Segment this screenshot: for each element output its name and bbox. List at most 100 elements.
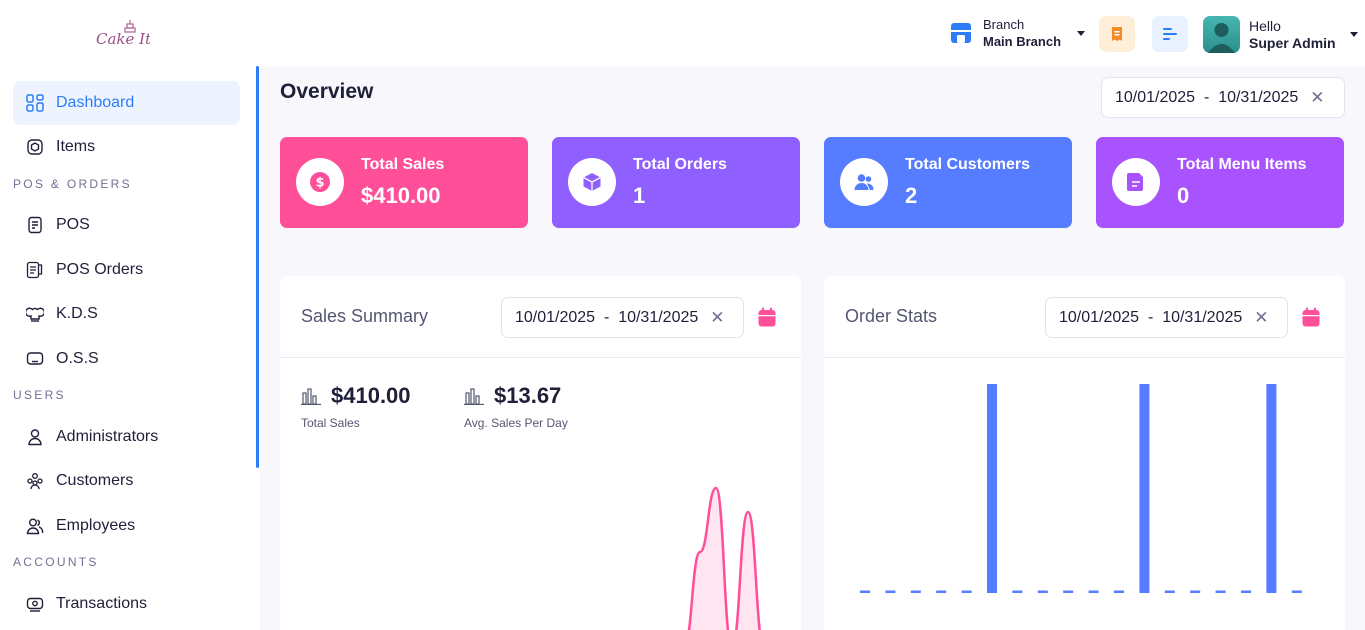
order-bar (1215, 590, 1226, 593)
stat-value: 0 (1177, 183, 1190, 208)
sidebar-item-label: Employees (56, 517, 136, 534)
svg-text:$: $ (315, 176, 324, 191)
date-range-text: 10/01/2025 - 10/31/2025 (1115, 88, 1299, 106)
employees-icon (26, 517, 44, 535)
order-bar (1266, 384, 1277, 593)
sidebar-item-administrators[interactable]: Administrators (13, 415, 240, 459)
close-icon[interactable]: ✕ (710, 307, 725, 327)
stat-label: Total Menu Items (1177, 156, 1307, 173)
order-bar (1164, 590, 1175, 593)
sidebar-item-transactions[interactable]: Transactions (13, 582, 240, 626)
sidebar-item-oss[interactable]: O.S.S (13, 337, 240, 381)
page-title: Overview (280, 80, 374, 103)
logo-text: Cake It (96, 30, 150, 48)
menu-toggle-button[interactable] (1152, 16, 1188, 52)
date-range-text: 10/01/2025 - 10/31/2025 (515, 308, 699, 326)
stat-value: 2 (905, 183, 918, 208)
sales-date-range-input[interactable]: 10/01/2025 - 10/31/2025 ✕ (501, 297, 744, 338)
close-icon[interactable]: ✕ (1310, 87, 1325, 107)
chevron-down-icon (1349, 32, 1358, 37)
cake-it-logo[interactable]: Cake It (94, 18, 150, 52)
sidebar-item-pos[interactable]: POS (13, 203, 240, 247)
sidebar-item-items[interactable]: Items (13, 125, 240, 169)
order-bar (885, 590, 896, 593)
stat-value: $410.00 (361, 183, 441, 208)
card-title: Sales Summary (301, 306, 429, 326)
order-bar (1241, 590, 1251, 593)
receipt-icon (26, 216, 44, 234)
sidebar-item-dashboard[interactable]: Dashboard (13, 81, 240, 125)
receipt-button[interactable] (1099, 16, 1135, 52)
orders-date-range-input[interactable]: 10/01/2025 - 10/31/2025 ✕ (1045, 297, 1288, 338)
sidebar-scrollbar[interactable] (256, 66, 259, 468)
sidebar-item-pos-orders[interactable]: POS Orders (13, 248, 240, 292)
top-header: Cake It Branch Main Branch (0, 0, 1365, 66)
order-bar (1190, 590, 1201, 593)
dollar-icon: $ (296, 158, 344, 206)
stat-label: Total Customers (905, 156, 1031, 173)
stat-card-total-orders: Total Orders 1 (552, 137, 800, 228)
sidebar-item-label: Transactions (56, 595, 147, 612)
sidebar-item-label: O.S.S (56, 350, 99, 367)
sidebar-item-label: K.D.S (56, 305, 98, 322)
store-icon (951, 23, 971, 43)
sidebar-item-label: Items (56, 138, 96, 155)
branch-label: Branch (983, 17, 1025, 32)
sidebar-item-employees[interactable]: Employees (13, 504, 240, 548)
stat-card-total-menu-items: Total Menu Items 0 (1096, 137, 1344, 228)
chevron-down-icon (1077, 30, 1086, 36)
order-bar (1114, 590, 1124, 593)
sidebar-item-label: POS (56, 216, 90, 233)
order-bar (1012, 590, 1023, 593)
document-icon (1112, 158, 1160, 206)
user-icon (26, 428, 44, 446)
total-sales-value: $410.00 (331, 383, 411, 408)
sidebar-item-label: Customers (56, 472, 134, 489)
sidebar-item-customers[interactable]: Customers (13, 459, 240, 503)
align-left-icon (1163, 28, 1177, 40)
bar-chart-icon (301, 387, 321, 405)
order-bar (1139, 384, 1150, 593)
overview-date-range-input[interactable]: 10/01/2025 - 10/31/2025 ✕ (1101, 77, 1345, 118)
sidebar-item-kds[interactable]: K.D.S (13, 292, 240, 336)
order-bar (1037, 590, 1048, 593)
money-icon (26, 595, 44, 613)
total-sales-label: Total Sales (301, 416, 360, 430)
sales-area-fill (689, 488, 760, 630)
card-header: Sales Summary 10/01/2025 - 10/31/2025 ✕ (280, 276, 801, 358)
order-bar-chart (860, 384, 1302, 593)
avg-sales-value: $13.67 (494, 383, 562, 408)
order-bar (1063, 590, 1074, 593)
calendar-icon[interactable] (758, 307, 776, 327)
date-range-text: 10/01/2025 - 10/31/2025 (1059, 308, 1243, 326)
metric-total-sales: $410.00 Total Sales (301, 383, 411, 430)
users-icon (840, 158, 888, 206)
card-header: Order Stats 10/01/2025 - 10/31/2025 ✕ (824, 276, 1345, 358)
stat-card-total-sales: $ Total Sales $410.00 (280, 137, 528, 228)
stat-label: Total Sales (361, 156, 445, 173)
receipt-icon (1112, 27, 1122, 41)
order-bar (860, 590, 870, 593)
avg-sales-label: Avg. Sales Per Day (464, 416, 568, 430)
orders-icon (26, 261, 44, 279)
branch-name: Main Branch (983, 34, 1062, 49)
metric-avg-sales: $13.67 Avg. Sales Per Day (464, 383, 568, 430)
sidebar-item-label: Administrators (56, 428, 159, 445)
order-stats-card: Order Stats 10/01/2025 - 10/31/2025 ✕ (824, 276, 1345, 630)
sales-summary-card: Sales Summary 10/01/2025 - 10/31/2025 ✕ (280, 276, 801, 630)
order-bar (987, 384, 997, 593)
users-group-icon (26, 472, 44, 490)
card-title: Order Stats (845, 306, 938, 326)
order-bar (936, 590, 947, 593)
order-bar (1088, 590, 1099, 593)
branch-selector[interactable]: Branch Main Branch (950, 16, 1086, 50)
box-icon (568, 158, 616, 206)
sales-series-line (687, 486, 761, 630)
close-icon[interactable]: ✕ (1254, 307, 1269, 327)
chef-hat-icon (26, 305, 44, 323)
stat-card-total-customers: Total Customers 2 (824, 137, 1072, 228)
stat-value: 1 (633, 183, 646, 208)
user-menu[interactable]: Hello Super Admin (1203, 16, 1358, 53)
order-bar (910, 590, 921, 593)
calendar-icon[interactable] (1302, 307, 1320, 327)
